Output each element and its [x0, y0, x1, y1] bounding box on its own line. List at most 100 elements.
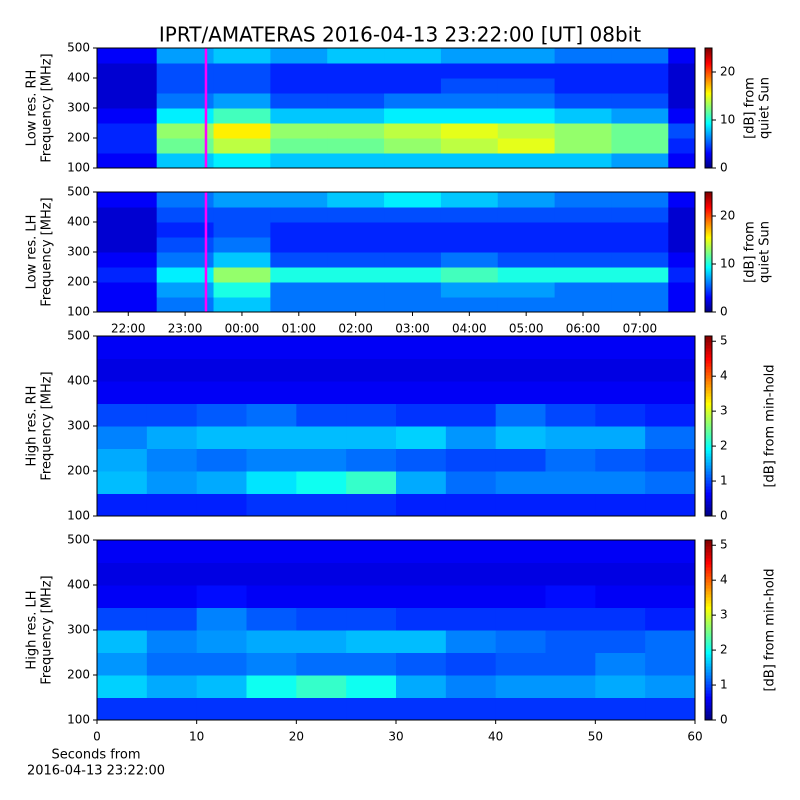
heat-cell: [445, 358, 497, 382]
heat-cell: [554, 192, 612, 208]
heat-cell: [97, 207, 158, 223]
y-tick-label: 500: [67, 41, 90, 55]
heat-cell: [611, 192, 669, 208]
colorbar-swatch: [705, 54, 712, 57]
heat-cell: [440, 138, 499, 154]
colorbar-swatch: [705, 579, 712, 583]
heat-cell: [213, 237, 271, 253]
heat-cell: [97, 381, 148, 404]
colorbar-swatch: [705, 609, 712, 613]
heat-cell: [97, 297, 158, 313]
colorbar-tick-label: 20: [720, 209, 735, 223]
figure-title: IPRT/AMATERAS 2016-04-13 23:22:00 [UT] 0…: [159, 23, 641, 47]
colorbar-swatch: [705, 714, 712, 718]
heat-cell: [396, 471, 447, 494]
heat-cell: [668, 93, 696, 109]
colorbar-tick-label: 1: [720, 678, 728, 692]
heat-cell: [196, 630, 247, 653]
colorbar-swatch: [705, 84, 712, 87]
heat-cell: [611, 153, 669, 169]
heat-cell: [327, 63, 385, 79]
colorbar-swatch: [705, 298, 712, 301]
colorbar-swatch: [705, 236, 712, 239]
colorbar-swatch: [705, 254, 712, 257]
colorbar-swatch: [705, 242, 712, 245]
heat-cell: [611, 123, 669, 139]
heat-cell: [545, 403, 596, 427]
heat-cell: [246, 675, 297, 698]
heat-cell: [445, 493, 497, 517]
colorbar-swatch: [705, 210, 712, 213]
colorbar-tick-label: 10: [720, 257, 735, 271]
colorbar-swatch: [705, 711, 712, 715]
heat-cell: [213, 123, 271, 139]
heat-cell: [346, 585, 397, 608]
colorbar-swatch: [705, 78, 712, 81]
heat-cell: [327, 222, 385, 238]
heat-cell: [156, 252, 215, 268]
y-tick-label: 500: [67, 533, 90, 547]
heat-cell: [595, 607, 646, 631]
heat-cell: [545, 630, 596, 653]
heat-cell: [396, 630, 447, 653]
colorbar-swatch: [705, 164, 712, 167]
heat-cell: [384, 297, 442, 313]
heat-cell: [97, 336, 148, 359]
colorbar-swatch: [705, 474, 712, 478]
heat-cell: [146, 562, 198, 586]
heat-cell: [146, 471, 198, 494]
heat-cell: [196, 607, 247, 631]
colorbar-swatch: [705, 306, 712, 309]
heat-cell: [545, 381, 596, 404]
colorbar-tick-label: 0: [720, 713, 728, 727]
heat-cell: [146, 675, 198, 698]
heat-cell: [97, 471, 148, 494]
heat-cell: [497, 108, 556, 124]
colorbar-swatch: [705, 678, 712, 682]
heat-cell: [296, 675, 347, 698]
heat-cell: [440, 123, 499, 139]
heat-cell: [384, 207, 442, 223]
colorbar-swatch: [705, 561, 712, 565]
heat-cell: [396, 540, 447, 563]
colorbar-swatch: [705, 220, 712, 223]
colorbar-swatch: [705, 660, 712, 664]
heat-cell: [196, 381, 247, 404]
colorbar-swatch: [705, 234, 712, 237]
colorbar-swatch: [705, 573, 712, 577]
heat-cell: [270, 78, 328, 94]
colorbar-swatch: [705, 489, 712, 493]
colorbar-swatch: [705, 507, 712, 511]
colorbar-swatch: [705, 648, 712, 652]
heat-cell: [246, 493, 297, 517]
heat-cell: [270, 192, 328, 208]
colorbar-swatch: [705, 357, 712, 361]
heat-cell: [497, 282, 556, 298]
colorbar-swatch: [705, 495, 712, 499]
colorbar-tick-label: 0: [720, 509, 728, 523]
heat-cell: [440, 267, 499, 283]
heat-cell: [396, 381, 447, 404]
colorbar-swatch: [705, 154, 712, 157]
heat-cell: [346, 493, 397, 517]
colorbar-swatch: [705, 393, 712, 397]
heat-cell: [146, 381, 198, 404]
heat-cell: [495, 448, 546, 472]
colorbar-swatch: [705, 158, 712, 161]
heat-cell: [668, 192, 696, 208]
colorbar-swatch: [705, 672, 712, 676]
colorbar-swatch: [705, 591, 712, 595]
colorbar-swatch: [705, 396, 712, 400]
heat-cell: [645, 403, 696, 427]
colorbar-tick-label: 5: [720, 538, 728, 552]
heat-cell: [440, 252, 499, 268]
heat-cell: [156, 192, 215, 208]
heat-cell: [196, 652, 247, 676]
colorbar-swatch: [705, 600, 712, 604]
colorbar-frame: [704, 539, 713, 721]
heat-cell: [668, 282, 696, 298]
heat-cell: [545, 493, 596, 517]
colorbar-swatch: [705, 198, 712, 201]
heat-cell: [497, 138, 556, 154]
heat-cell: [497, 123, 556, 139]
